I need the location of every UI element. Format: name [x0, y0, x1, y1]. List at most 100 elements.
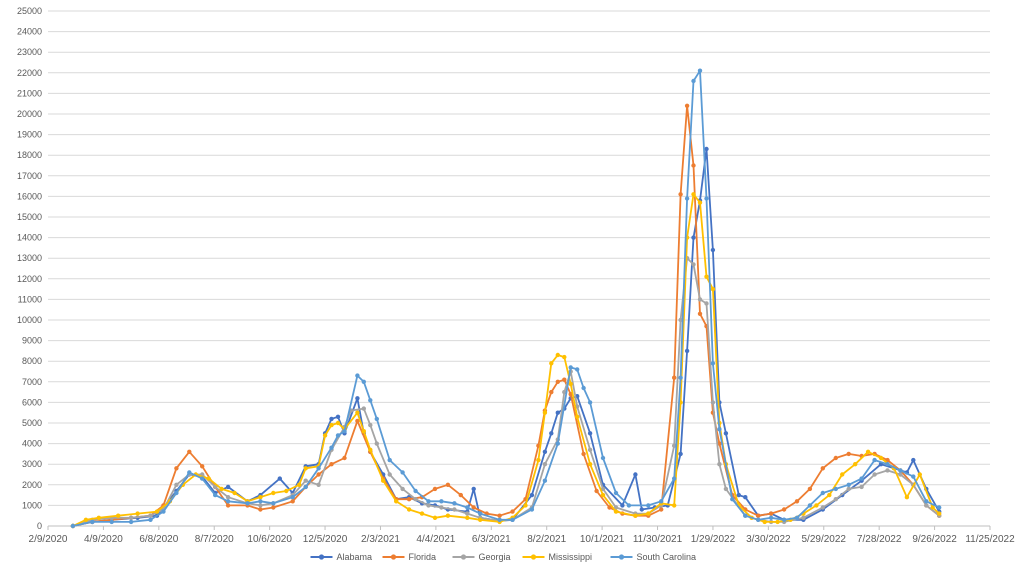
data-point	[820, 466, 825, 471]
series-lines	[70, 68, 942, 529]
data-point	[381, 478, 386, 483]
data-point	[465, 511, 470, 516]
data-point	[426, 499, 431, 504]
data-point	[542, 462, 548, 467]
data-point	[284, 488, 289, 494]
y-tick-label: 8000	[22, 356, 42, 366]
data-point	[646, 511, 651, 516]
data-point	[600, 492, 606, 498]
data-point	[406, 497, 412, 502]
legend-marker	[318, 554, 325, 560]
x-tick-label: 7/28/2022	[857, 534, 902, 545]
data-point	[600, 486, 606, 492]
x-tick-label: 3/30/2022	[746, 534, 791, 545]
data-point	[290, 495, 295, 500]
data-point	[322, 433, 328, 438]
data-point	[672, 443, 677, 448]
data-point	[853, 462, 858, 467]
data-point	[562, 377, 567, 382]
data-point	[542, 410, 548, 415]
data-point	[859, 476, 864, 481]
data-point	[678, 317, 683, 323]
data-point	[90, 519, 95, 525]
data-point	[575, 367, 580, 372]
data-point	[471, 505, 476, 510]
data-point	[374, 441, 379, 446]
data-point	[872, 457, 877, 463]
data-point	[710, 361, 716, 366]
data-point	[439, 499, 444, 504]
data-point	[710, 247, 716, 253]
data-point	[820, 505, 825, 510]
x-tick-label: 2/9/2020	[29, 534, 68, 545]
data-point	[355, 396, 360, 401]
data-point	[536, 457, 541, 463]
y-tick-label: 20000	[17, 109, 42, 119]
y-axis-tick-labels: 0 1000 2000 3000 4000 5000 6000 7000 8000 9000 100…	[17, 6, 42, 531]
data-point	[607, 505, 612, 510]
data-point	[355, 373, 360, 378]
data-point	[271, 505, 276, 510]
data-point	[335, 414, 341, 419]
data-point	[756, 517, 761, 522]
y-tick-label: 2000	[22, 480, 42, 490]
legend-label: Georgia	[479, 552, 511, 562]
data-point	[568, 365, 573, 370]
data-point	[678, 375, 683, 380]
data-point	[691, 262, 696, 267]
y-tick-label: 16000	[17, 191, 42, 201]
data-point	[400, 486, 405, 492]
data-point	[426, 503, 431, 508]
data-point	[478, 511, 483, 516]
data-point	[639, 507, 644, 512]
legend-label: Mississippi	[549, 552, 593, 562]
y-tick-label: 24000	[17, 27, 42, 37]
data-point	[672, 375, 677, 380]
x-tick-label: 6/3/2021	[472, 534, 511, 545]
data-point	[258, 503, 263, 508]
data-point	[374, 416, 379, 422]
data-point	[924, 499, 929, 504]
data-point	[549, 431, 554, 436]
data-point	[387, 472, 392, 477]
data-point	[387, 457, 392, 463]
x-tick-label: 11/30/2021	[633, 534, 683, 545]
data-point	[768, 511, 774, 516]
data-point	[678, 451, 683, 457]
x-tick-label: 10/1/2021	[580, 534, 625, 545]
data-point	[736, 492, 741, 498]
data-point	[613, 509, 619, 514]
legend-marker	[390, 554, 397, 560]
series-line	[72, 104, 940, 527]
y-tick-label: 12000	[17, 274, 42, 284]
data-point	[717, 427, 722, 432]
data-point	[697, 297, 703, 302]
data-point	[846, 451, 851, 457]
data-point	[161, 509, 166, 514]
data-point	[930, 505, 935, 510]
legend-label: Alabama	[337, 552, 373, 562]
data-point	[445, 513, 451, 518]
legend-marker	[530, 554, 537, 560]
data-point	[684, 348, 690, 354]
series-line	[72, 257, 940, 527]
data-point	[329, 422, 334, 428]
data-point	[775, 519, 780, 525]
x-tick-label: 2/3/2021	[361, 534, 400, 545]
data-point	[225, 495, 231, 500]
gridlines	[47, 10, 991, 530]
data-point	[723, 486, 729, 492]
data-point	[691, 163, 696, 168]
data-point	[833, 486, 838, 492]
data-point	[303, 484, 308, 490]
data-point	[865, 449, 871, 454]
data-point	[581, 385, 586, 391]
data-point	[859, 484, 864, 490]
x-tick-label: 4/4/2021	[416, 534, 455, 545]
data-point	[452, 501, 457, 506]
data-point	[555, 441, 560, 446]
data-point	[258, 507, 263, 512]
data-point	[316, 466, 321, 471]
data-point	[704, 301, 709, 306]
data-point	[678, 192, 683, 197]
